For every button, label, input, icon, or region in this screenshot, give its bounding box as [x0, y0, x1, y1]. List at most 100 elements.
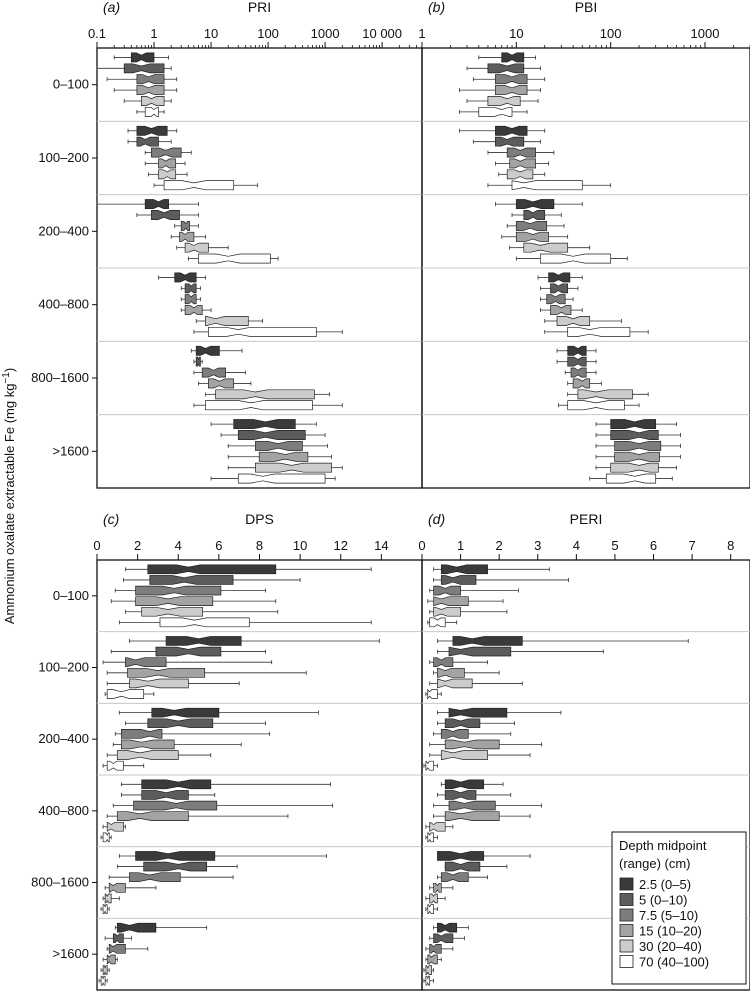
x-tick-label: 1	[457, 538, 464, 553]
box-4	[170, 231, 206, 242]
box-body	[444, 739, 500, 750]
y-tick-label: 100–200	[38, 150, 89, 165]
box-4	[459, 85, 541, 96]
box-2	[96, 63, 172, 74]
box-body	[258, 451, 309, 462]
box-2	[437, 790, 512, 800]
box-5	[429, 678, 523, 689]
box-body	[506, 169, 534, 180]
box-body	[129, 872, 181, 883]
box-body	[567, 400, 625, 411]
box-6	[544, 326, 649, 337]
box-body	[523, 210, 546, 220]
box-5	[148, 169, 188, 180]
box-5	[106, 750, 212, 760]
x-tick-label: 10 000	[362, 26, 402, 41]
box-2	[429, 933, 465, 944]
y-tick-label: 400–800	[38, 297, 89, 312]
box-4	[429, 739, 543, 750]
box-5	[106, 678, 240, 689]
box-body	[130, 52, 155, 63]
panel-peri: (d) PERI 0 1 2 3 4 5 6 7 8	[418, 511, 750, 991]
box-5	[125, 606, 279, 617]
box-body	[501, 52, 525, 63]
box-body	[106, 689, 145, 699]
box-3	[114, 585, 266, 596]
box-body	[159, 617, 250, 628]
box-4	[144, 158, 186, 169]
x-tick-label: 1	[418, 26, 425, 41]
box-5	[425, 893, 446, 904]
box-body	[440, 575, 477, 585]
box-body	[143, 861, 208, 872]
box-5	[102, 821, 126, 832]
box-1	[437, 707, 562, 718]
box-body	[155, 646, 222, 657]
box-body	[427, 832, 434, 843]
legend-entry-label: 7.5 (5–10)	[639, 908, 698, 923]
box-1	[478, 52, 536, 63]
box-body	[448, 800, 496, 811]
box-1	[113, 52, 169, 63]
legend-swatch	[619, 939, 634, 953]
box-body	[141, 96, 165, 106]
box-1	[459, 125, 546, 136]
box-4	[501, 231, 569, 242]
box-4	[495, 158, 550, 169]
y-axis-label-sup: −1	[1, 372, 12, 384]
box-1	[537, 272, 583, 283]
box-6	[193, 400, 343, 411]
legend-swatch	[619, 908, 634, 922]
box-body	[136, 125, 168, 136]
box-body	[440, 564, 488, 575]
box-4	[110, 596, 277, 606]
box-body	[151, 210, 180, 220]
box-4	[227, 451, 333, 462]
x-tick-label: 8	[256, 538, 263, 553]
box-4	[102, 954, 118, 965]
box-body	[133, 800, 218, 811]
box-body	[121, 739, 175, 750]
box-body	[427, 904, 434, 914]
box-5	[425, 821, 454, 832]
legend-swatch	[619, 877, 634, 891]
x-tick-label: 0	[93, 538, 100, 553]
y-axis-label-main: Ammonium oxalate extractable Fe (mg kg	[2, 384, 17, 625]
box-body	[444, 861, 481, 872]
box-body	[205, 316, 249, 326]
box-body	[495, 125, 528, 136]
y-axis-label: Ammonium oxalate extractable Fe (mg kg−1…	[1, 368, 18, 624]
box-body	[567, 326, 631, 337]
box-4	[429, 882, 454, 893]
box-body	[426, 689, 438, 699]
box-body	[125, 657, 167, 668]
box-body	[440, 750, 488, 760]
x-tick-label: 1000	[311, 26, 340, 41]
box-6	[423, 975, 434, 986]
box-body	[440, 872, 469, 883]
box-6	[425, 832, 438, 843]
box-5	[466, 96, 539, 106]
panel-title: DPS	[245, 511, 274, 527]
box-1	[190, 345, 243, 356]
panel-letter: (a)	[103, 0, 120, 15]
box-6	[425, 689, 442, 699]
box-body	[116, 811, 189, 821]
panel-title: PRI	[248, 0, 271, 15]
box-body	[550, 283, 569, 294]
x-tick-label: 0	[418, 538, 425, 553]
box-body	[141, 790, 189, 800]
box-5	[102, 893, 120, 904]
box-body	[437, 851, 485, 861]
y-tick-label: 800–1600	[31, 370, 89, 385]
box-body	[556, 316, 591, 326]
y-tick-label: 400–800	[38, 803, 89, 818]
box-6	[98, 975, 108, 986]
box-3	[114, 729, 271, 739]
box-body	[233, 419, 296, 430]
box-6	[558, 400, 640, 411]
box-3	[425, 944, 454, 954]
box-4	[433, 667, 500, 678]
box-body	[195, 345, 220, 356]
box-3	[227, 440, 328, 451]
